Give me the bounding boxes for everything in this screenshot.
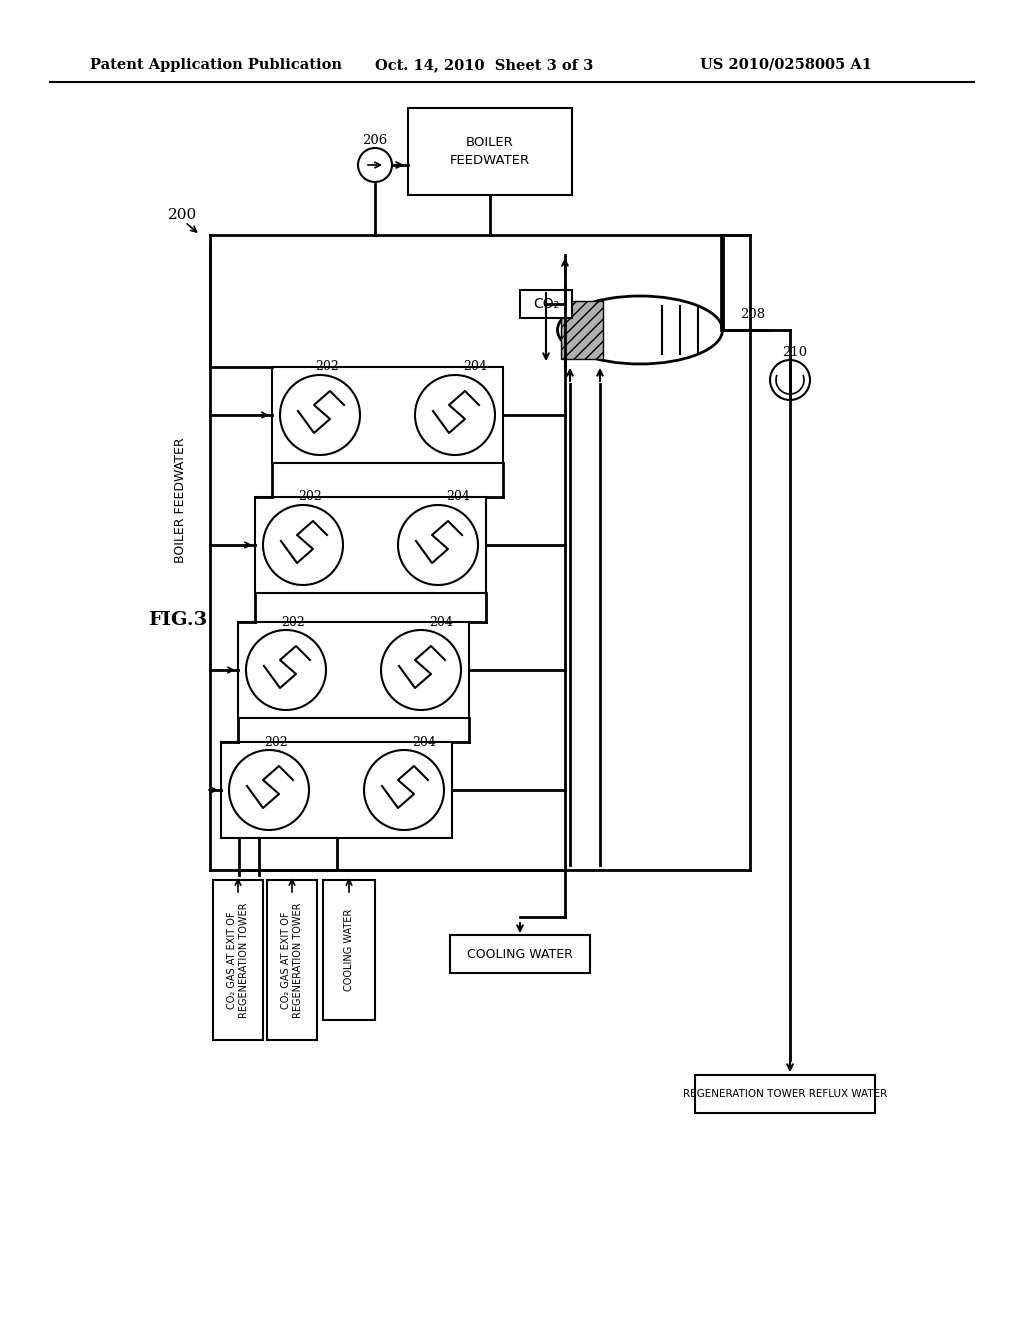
Text: 202: 202 <box>281 615 305 628</box>
Text: US 2010/0258005 A1: US 2010/0258005 A1 <box>700 58 872 73</box>
FancyBboxPatch shape <box>450 935 590 973</box>
Text: BOILER FEEDWATER: BOILER FEEDWATER <box>173 437 186 562</box>
FancyBboxPatch shape <box>323 880 375 1020</box>
Text: 202: 202 <box>315 360 339 374</box>
Text: COOLING WATER: COOLING WATER <box>344 909 354 991</box>
Text: 204: 204 <box>463 360 486 374</box>
Text: 204: 204 <box>429 615 453 628</box>
Text: Patent Application Publication: Patent Application Publication <box>90 58 342 73</box>
Text: REGENERATION TOWER REFLUX WATER: REGENERATION TOWER REFLUX WATER <box>683 1089 887 1100</box>
Text: 202: 202 <box>264 735 288 748</box>
Text: 204: 204 <box>412 735 436 748</box>
FancyBboxPatch shape <box>520 290 572 318</box>
FancyBboxPatch shape <box>408 108 572 195</box>
FancyBboxPatch shape <box>213 880 263 1040</box>
Text: FIG.3: FIG.3 <box>148 611 207 630</box>
Text: 204: 204 <box>446 491 470 503</box>
Text: BOILER
FEEDWATER: BOILER FEEDWATER <box>450 136 530 166</box>
Text: 200: 200 <box>168 209 198 222</box>
Text: COOLING WATER: COOLING WATER <box>467 948 573 961</box>
Text: CO₂ GAS AT EXIT OF
REGENERATION TOWER: CO₂ GAS AT EXIT OF REGENERATION TOWER <box>281 903 303 1018</box>
Text: 206: 206 <box>362 135 388 148</box>
Text: CO₂: CO₂ <box>532 297 559 312</box>
FancyBboxPatch shape <box>267 880 317 1040</box>
Text: 202: 202 <box>298 491 322 503</box>
FancyBboxPatch shape <box>695 1074 874 1113</box>
Text: CO₂ GAS AT EXIT OF
REGENERATION TOWER: CO₂ GAS AT EXIT OF REGENERATION TOWER <box>226 903 249 1018</box>
Text: 210: 210 <box>782 346 808 359</box>
Text: Oct. 14, 2010  Sheet 3 of 3: Oct. 14, 2010 Sheet 3 of 3 <box>375 58 593 73</box>
Text: 208: 208 <box>740 309 766 322</box>
FancyBboxPatch shape <box>560 301 602 359</box>
